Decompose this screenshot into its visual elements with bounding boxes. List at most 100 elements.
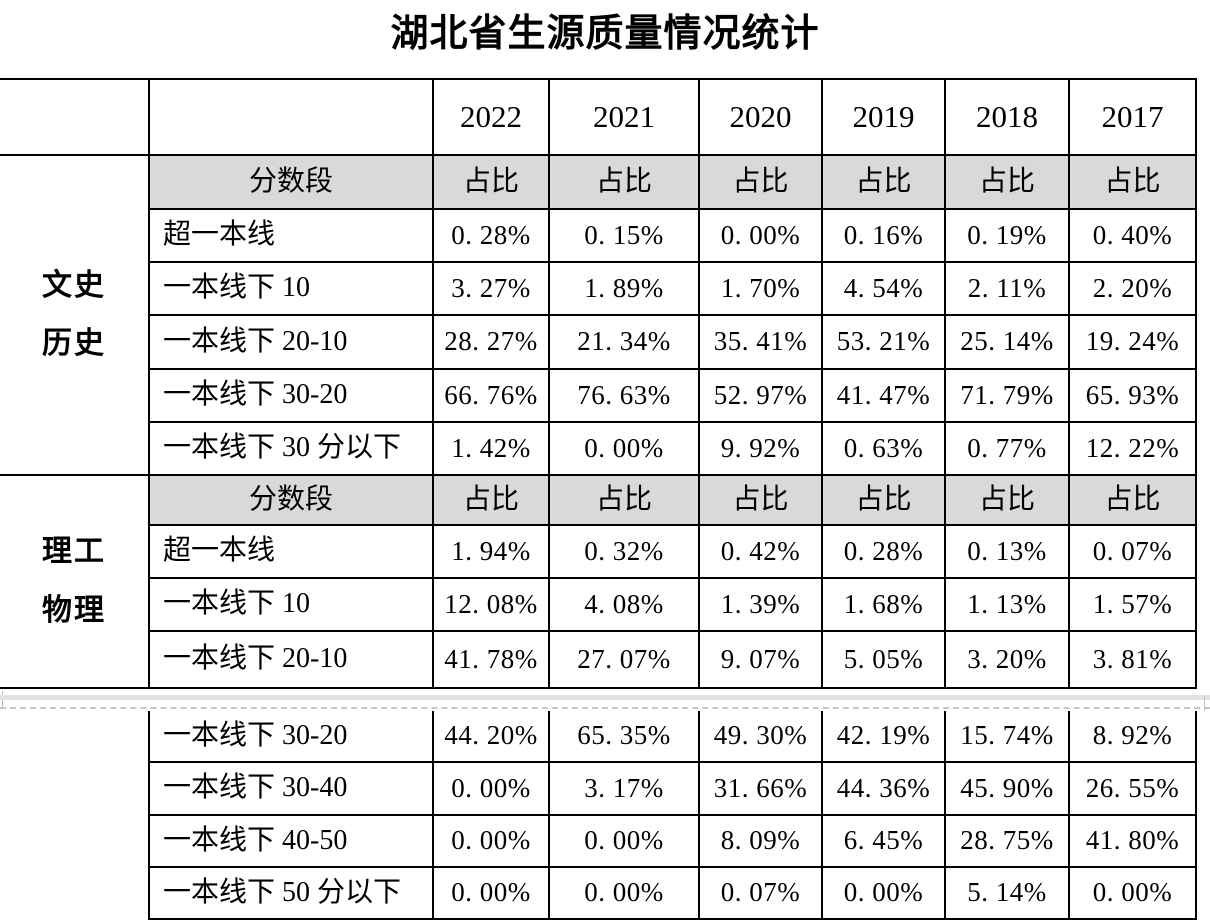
- row-label-cell: 一本线下 20-10: [148, 314, 434, 370]
- ratio-header-cell: 占比: [1068, 474, 1197, 526]
- table-row: 文史 历史 分数段 占比 占比 占比 占比 占比 占比: [0, 154, 1197, 476]
- row-label-cell: 一本线下 50 分以下: [148, 866, 434, 920]
- table-row: 一本线下 20-10 41. 78% 27. 07% 9. 07% 5. 05% 3. 2…: [0, 630, 1197, 689]
- value-cell: 9. 07%: [698, 630, 823, 689]
- value-cell: 21. 34%: [548, 314, 700, 370]
- group-label-cell: 文史 历史: [0, 154, 150, 476]
- value-cell: 8. 92%: [1068, 711, 1197, 763]
- value-cell: 1. 57%: [1068, 577, 1197, 632]
- value-cell: 76. 63%: [548, 368, 700, 423]
- value-cell: 0. 42%: [698, 524, 823, 579]
- value-cell: 3. 27%: [432, 261, 550, 316]
- value-cell: 41. 78%: [432, 630, 550, 689]
- table-row: 一本线下 30 分以下 1. 42% 0. 00% 9. 92% 0. 63% 0. 77…: [0, 421, 1197, 476]
- ratio-header-cell: 占比: [548, 474, 700, 526]
- value-cell: 0. 07%: [698, 866, 823, 920]
- value-cell: 52. 97%: [698, 368, 823, 423]
- group-label-line: 历史: [42, 327, 106, 360]
- value-cell: 41. 47%: [821, 368, 946, 423]
- row-label-cell: 一本线下 30 分以下: [148, 421, 434, 476]
- group-label-cell: 理工 物理: [0, 474, 150, 689]
- value-cell: 28. 75%: [944, 814, 1070, 868]
- page-break-band: [0, 695, 1210, 700]
- value-cell: 1. 68%: [821, 577, 946, 632]
- page-title: 湖北省生源质量情况统计: [390, 13, 820, 55]
- year-header-cell: 2018: [944, 78, 1070, 156]
- value-cell: 0. 77%: [944, 421, 1070, 476]
- value-cell: 12. 22%: [1068, 421, 1197, 476]
- value-cell: 44. 20%: [432, 711, 550, 763]
- table-row: 一本线下 30-40 0. 00% 3. 17% 31. 66% 44. 36% 45. …: [0, 761, 1197, 816]
- value-cell: 8. 09%: [698, 814, 823, 868]
- value-cell: 0. 00%: [548, 866, 700, 920]
- ratio-header-cell: 占比: [432, 154, 550, 210]
- row-label-cell: 一本线下 40-50: [148, 814, 434, 868]
- value-cell: 31. 66%: [698, 761, 823, 816]
- value-cell: 53. 21%: [821, 314, 946, 370]
- table-row: 2022 2021 2020 2019 2018 2017: [0, 78, 1197, 156]
- value-cell: 15. 74%: [944, 711, 1070, 763]
- value-cell: 41. 80%: [1068, 814, 1197, 868]
- value-cell: 26. 55%: [1068, 761, 1197, 816]
- ratio-header-cell: 占比: [821, 474, 946, 526]
- group-label-line: 物理: [42, 593, 106, 627]
- value-cell: 4. 08%: [548, 577, 700, 632]
- value-cell: 35. 41%: [698, 314, 823, 370]
- table-row: 超一本线 1. 94% 0. 32% 0. 42% 0. 28% 0. 13% 0. 07%: [0, 524, 1197, 579]
- year-header-cell: 2020: [698, 78, 823, 156]
- ratio-header-cell: 占比: [821, 154, 946, 210]
- value-cell: 0. 00%: [432, 814, 550, 868]
- group-label-cell-empty: [0, 711, 149, 919]
- value-cell: 3. 20%: [944, 630, 1070, 689]
- value-cell: 44. 36%: [821, 761, 946, 816]
- value-cell: 0. 00%: [548, 421, 700, 476]
- year-header-cell: 2019: [821, 78, 946, 156]
- value-cell: 4. 54%: [821, 261, 946, 316]
- value-cell: 0. 16%: [821, 208, 946, 263]
- value-cell: 0. 19%: [944, 208, 1070, 263]
- value-cell: 0. 28%: [432, 208, 550, 263]
- score-band-header-cell: 分数段: [148, 474, 434, 526]
- value-cell: 0. 15%: [548, 208, 700, 263]
- table-row: 一本线下 30-20 66. 76% 76. 63% 52. 97% 41. 47% 71…: [0, 368, 1197, 423]
- value-cell: 0. 00%: [1068, 866, 1197, 920]
- value-cell: 5. 05%: [821, 630, 946, 689]
- ratio-header-cell: 占比: [1068, 154, 1197, 210]
- value-cell: 1. 94%: [432, 524, 550, 579]
- row-label-cell: 一本线下 10: [148, 577, 434, 632]
- value-cell: 12. 08%: [432, 577, 550, 632]
- stats-table-lower: 一本线下 30-20 44. 20% 65. 35% 49. 30% 42. 19% 15…: [0, 711, 1197, 920]
- table-row: 一本线下 40-50 0. 00% 0. 00% 8. 09% 6. 45% 28. 75…: [0, 814, 1197, 868]
- table-row: 一本线下 30-20 44. 20% 65. 35% 49. 30% 42. 19% 15…: [0, 711, 1197, 763]
- stats-table-upper: 2022 2021 2020 2019 2018 2017 文史 历史 分数段 占比 占比 占比 占比占…: [0, 78, 1197, 689]
- value-cell: 49. 30%: [698, 711, 823, 763]
- value-cell: 27. 07%: [548, 630, 700, 689]
- value-cell: 66. 76%: [432, 368, 550, 423]
- value-cell: 0. 40%: [1068, 208, 1197, 263]
- value-cell: 3. 17%: [548, 761, 700, 816]
- table-row: 一本线下 50 分以下 0. 00% 0. 00% 0. 07% 0. 00% 5. 14…: [0, 866, 1197, 920]
- value-cell: 0. 07%: [1068, 524, 1197, 579]
- value-cell: 2. 11%: [944, 261, 1070, 316]
- table-row: 理工 物理 分数段 占比 占比 占比 占比 占比 占比: [0, 474, 1197, 689]
- row-label-cell: 一本线下 10: [148, 261, 434, 316]
- value-cell: 0. 00%: [432, 761, 550, 816]
- value-cell: 65. 35%: [548, 711, 700, 763]
- year-header-cell: 2017: [1068, 78, 1197, 156]
- value-cell: 65. 93%: [1068, 368, 1197, 423]
- value-cell: 1. 70%: [698, 261, 823, 316]
- value-cell: 0. 00%: [821, 866, 946, 920]
- value-cell: 25. 14%: [944, 314, 1070, 370]
- value-cell: 9. 92%: [698, 421, 823, 476]
- score-band-header-cell: 分数段: [148, 154, 434, 210]
- value-cell: 1. 13%: [944, 577, 1070, 632]
- score-band-blank-header-cell: [148, 78, 434, 156]
- value-cell: 0. 00%: [548, 814, 700, 868]
- value-cell: 5. 14%: [944, 866, 1070, 920]
- value-cell: 28. 27%: [432, 314, 550, 370]
- row-label-cell: 超一本线: [148, 208, 434, 263]
- value-cell: 0. 00%: [432, 866, 550, 920]
- row-label-cell: 一本线下 30-40: [148, 761, 434, 816]
- page-break-gap: [0, 689, 1210, 711]
- ratio-header-cell: 占比: [698, 474, 823, 526]
